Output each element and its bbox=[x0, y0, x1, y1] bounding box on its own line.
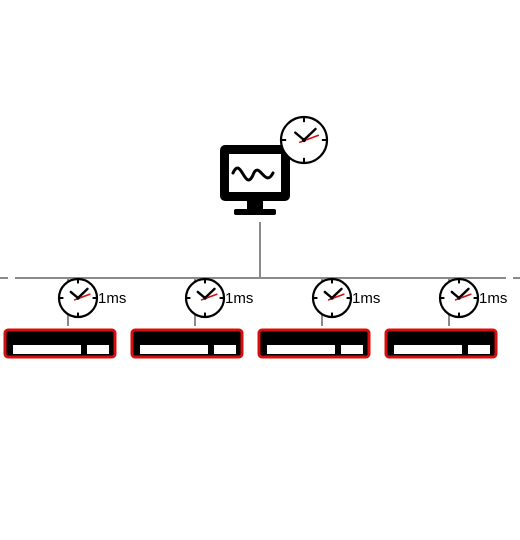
device-2-clock-icon bbox=[313, 279, 351, 317]
device-3-latency-label: 1ms bbox=[479, 290, 507, 307]
device-1-icon bbox=[132, 330, 242, 357]
device-0-icon bbox=[5, 330, 115, 357]
device-0-clock-icon bbox=[59, 279, 97, 317]
device-3-icon bbox=[386, 330, 496, 357]
device-2-icon bbox=[259, 330, 369, 357]
device-2-latency-label: 1ms bbox=[352, 290, 380, 307]
device-0-latency-label: 1ms bbox=[98, 290, 126, 307]
device-1-clock-icon bbox=[186, 279, 224, 317]
device-3-clock-icon bbox=[440, 279, 478, 317]
master-clock-icon bbox=[281, 117, 327, 163]
device-1-latency-label: 1ms bbox=[225, 290, 253, 307]
